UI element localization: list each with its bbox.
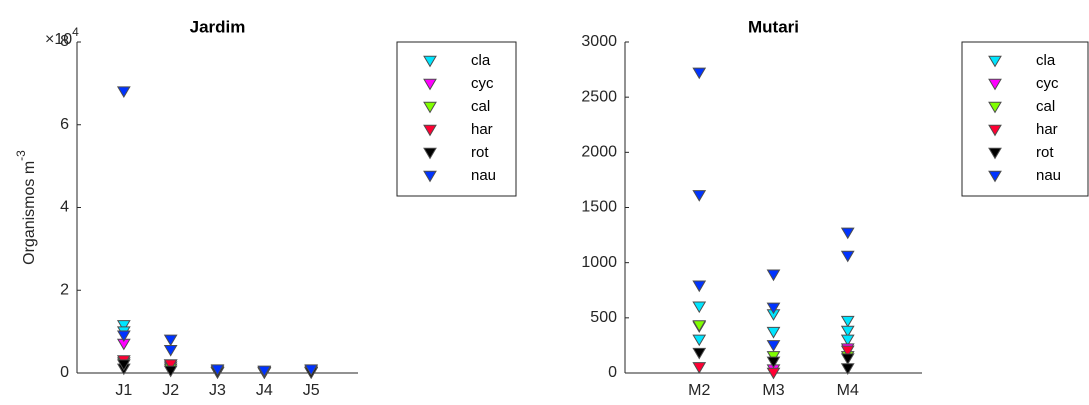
legend-marker	[988, 124, 1002, 137]
chart-title: Mutari	[748, 17, 799, 36]
y-tick-label: 8	[60, 33, 69, 50]
y-tick-label: 0	[608, 364, 617, 381]
legend-label: har	[1036, 121, 1058, 138]
y-tick-label: 2000	[581, 144, 617, 161]
point	[692, 280, 707, 293]
y-multiplier: ×104	[45, 25, 79, 48]
point	[163, 344, 178, 357]
x-tick-label: J3	[209, 382, 226, 399]
point	[840, 250, 855, 263]
legend-marker	[423, 78, 437, 91]
point	[840, 345, 855, 358]
point	[692, 190, 707, 202]
point	[692, 334, 707, 347]
point	[257, 365, 272, 378]
y-tick-label: 2	[60, 281, 69, 298]
x-tick-label: M4	[837, 382, 859, 399]
legend-marker	[988, 55, 1002, 68]
y-label-main: Organismos m	[21, 161, 38, 265]
point	[840, 227, 855, 240]
legend-label: rot	[1036, 144, 1054, 161]
y-tick-label: 2500	[581, 88, 617, 105]
y-label-sup: -3	[14, 150, 28, 161]
legend-marker	[988, 101, 1002, 114]
point	[766, 302, 781, 315]
point	[692, 67, 707, 80]
point	[116, 320, 131, 332]
y-tick-label: 500	[590, 309, 617, 326]
y-multiplier-exp: 4	[72, 25, 79, 39]
y-tick-label: 3000	[581, 33, 617, 50]
y-axis-label: Organismos m-3	[14, 150, 38, 265]
point	[304, 364, 319, 377]
legend-label: cyc	[471, 75, 494, 92]
point	[766, 326, 781, 339]
point	[692, 362, 707, 374]
point	[766, 340, 781, 352]
legend-label: cla	[471, 52, 491, 69]
point	[692, 301, 707, 314]
point	[766, 356, 781, 369]
legend-marker	[423, 170, 437, 183]
y-tick-label: 1500	[581, 199, 617, 216]
legend-label: rot	[471, 144, 489, 161]
point	[766, 269, 781, 282]
y-tick-label: 4	[60, 199, 69, 216]
legend-marker	[423, 124, 437, 137]
legend-label: nau	[471, 167, 496, 184]
y-tick-label: 6	[60, 116, 69, 133]
point	[163, 334, 178, 347]
legend-label: cyc	[1036, 75, 1059, 92]
legend-marker	[423, 55, 437, 68]
legend-label: har	[471, 121, 493, 138]
legend-marker	[988, 147, 1002, 160]
point	[840, 334, 855, 347]
point	[163, 359, 178, 372]
y-multiplier-base: ×10	[45, 31, 72, 48]
x-tick-label: M2	[688, 382, 710, 399]
x-tick-label: M3	[762, 382, 784, 399]
legend-marker	[988, 78, 1002, 91]
legend-label: cal	[471, 98, 490, 115]
chart-title: Jardim	[190, 17, 246, 36]
point	[116, 330, 131, 343]
point	[163, 365, 178, 378]
legend-marker	[988, 170, 1002, 183]
point	[692, 347, 707, 360]
y-tick-label: 1000	[581, 254, 617, 271]
point	[116, 359, 131, 372]
legend-box	[961, 41, 1089, 197]
x-tick-label: J1	[115, 382, 132, 399]
x-tick-label: J2	[162, 382, 179, 399]
x-tick-label: J4	[256, 382, 273, 399]
point	[840, 363, 855, 375]
point	[692, 320, 707, 332]
y-tick-label: 0	[60, 364, 69, 381]
x-tick-label: J5	[303, 382, 320, 399]
legend-label: cal	[1036, 98, 1055, 115]
point	[840, 315, 855, 328]
legend-marker	[423, 101, 437, 114]
point	[840, 325, 855, 338]
legend-label: nau	[1036, 167, 1061, 184]
legend-marker	[423, 147, 437, 160]
point	[116, 86, 131, 99]
point	[840, 353, 855, 366]
point	[210, 364, 225, 377]
legend-box	[396, 41, 517, 197]
legend-label: cla	[1036, 52, 1056, 69]
